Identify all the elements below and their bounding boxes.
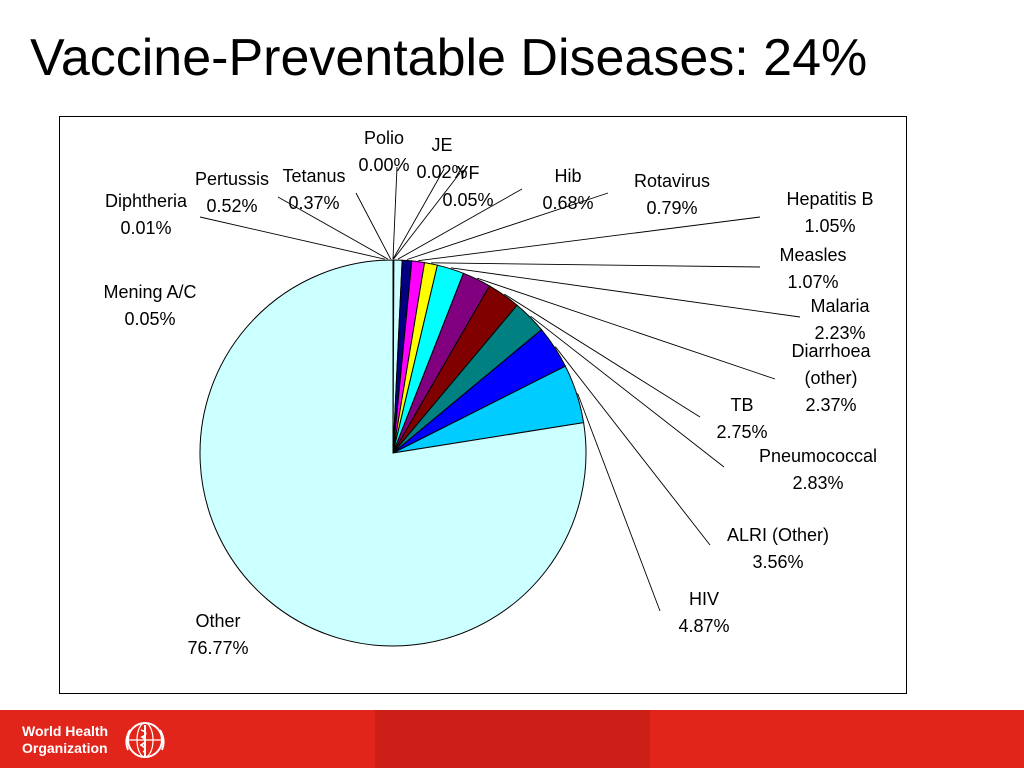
data-label-hiv: HIV 4.87% — [678, 589, 729, 636]
data-label-value: 0.05% — [124, 309, 175, 329]
data-label-other: Other 76.77% — [187, 611, 248, 658]
data-label-tetanus: Tetanus 0.37% — [282, 166, 345, 213]
organization-name-line2: Organization — [22, 740, 108, 756]
data-label-value: 3.56% — [752, 552, 803, 572]
data-label-name: Hepatitis B — [786, 189, 873, 209]
data-label-value: 76.77% — [187, 638, 248, 658]
leader-line-pneumococcal — [530, 315, 725, 468]
data-label-value: 2.83% — [792, 473, 843, 493]
data-label-name: Measles — [779, 245, 846, 265]
data-label-value: 0.05% — [442, 190, 493, 210]
leader-line-alri-other — [554, 346, 711, 546]
data-label-name: Tetanus — [282, 166, 345, 186]
leader-line-diphtheria — [199, 216, 386, 260]
leader-line-diarrhoea-other — [477, 277, 776, 380]
leader-line-yf — [393, 172, 461, 260]
leader-line-measles — [431, 262, 761, 268]
data-label-mening-a-c: Mening A/C 0.05% — [103, 282, 196, 329]
who-emblem-icon — [125, 722, 165, 758]
data-label-name: Mening A/C — [103, 282, 196, 302]
leader-line-rotavirus — [406, 192, 609, 260]
data-label-name: ALRI (Other) — [727, 525, 829, 545]
data-label-value: 1.05% — [804, 216, 855, 236]
data-label-name: Hib — [554, 166, 581, 186]
data-label-value: 0.79% — [646, 198, 697, 218]
data-label-name: Diphtheria — [105, 191, 188, 211]
chart-frame: Polio 0.00% JE 0.02% YF 0.05% Hib 0.68% Rotaviru… — [59, 116, 907, 694]
data-label-name: JE — [431, 135, 452, 155]
data-label-value: 2.75% — [716, 422, 767, 442]
data-label-name: (other) — [804, 368, 857, 388]
data-label-polio: Polio 0.00% — [358, 128, 409, 175]
leader-line-je — [392, 168, 445, 260]
leader-line-pertussis — [277, 196, 389, 260]
data-label-value: 0.37% — [288, 193, 339, 213]
data-label-malaria: Malaria 2.23% — [810, 296, 870, 343]
leader-line-malaria — [450, 267, 801, 318]
data-label-name: TB — [730, 395, 753, 415]
leader-line-tetanus — [355, 192, 391, 260]
data-label-name: Malaria — [810, 296, 870, 316]
data-label-value: 4.87% — [678, 616, 729, 636]
data-label-hepatitis-b: Hepatitis B 1.05% — [786, 189, 873, 236]
data-label-tb: TB 2.75% — [716, 395, 767, 442]
data-label-pneumococcal: Pneumococcal 2.83% — [759, 446, 877, 493]
pie-slice-other — [199, 259, 587, 647]
data-label-alri-other: ALRI (Other) 3.56% — [727, 525, 829, 572]
data-label-value: 2.23% — [814, 323, 865, 343]
organization-name-line1: World Health — [22, 723, 109, 739]
data-label-name: Other — [195, 611, 240, 631]
slide-title: Vaccine-Preventable Diseases: 24% — [30, 29, 868, 87]
data-label-yf: YF 0.05% — [442, 163, 493, 210]
data-label-name: YF — [456, 163, 479, 183]
data-label-name: Pertussis — [195, 169, 269, 189]
data-label-diphtheria: Diphtheria 0.01% — [105, 191, 188, 238]
data-label-diarrhoea-other: Diarrhoea (other) 2.37% — [791, 341, 871, 415]
data-label-value: 2.37% — [805, 395, 856, 415]
leader-line-hepatitis-b — [418, 216, 761, 262]
data-label-name: Pneumococcal — [759, 446, 877, 466]
data-label-name: Diarrhoea — [791, 341, 871, 361]
data-label-rotavirus: Rotavirus 0.79% — [634, 171, 710, 218]
leader-line-tb — [504, 293, 701, 418]
organization-name: World Health Organization — [22, 723, 108, 757]
data-label-name: Rotavirus — [634, 171, 710, 191]
leader-line-hiv — [577, 393, 661, 612]
data-label-name: HIV — [689, 589, 719, 609]
data-label-value: 0.01% — [120, 218, 171, 238]
data-label-value: 0.00% — [358, 155, 409, 175]
leader-line-polio — [392, 166, 398, 260]
leader-line-hib — [397, 188, 523, 260]
pie-chart: Polio0.00%JE0.02%YF0.05%Hib0.68%Rotaviru… — [103, 128, 877, 658]
data-label-measles: Measles 1.07% — [779, 245, 846, 292]
data-label-hib: Hib 0.68% — [542, 166, 593, 213]
data-label-value: 0.52% — [206, 196, 257, 216]
data-label-name: Polio — [364, 128, 404, 148]
footer-band — [375, 710, 650, 768]
data-label-pertussis: Pertussis 0.52% — [195, 169, 269, 216]
data-label-value: 1.07% — [787, 272, 838, 292]
footer-bar: World Health Organization — [0, 710, 1024, 768]
data-label-value: 0.68% — [542, 193, 593, 213]
